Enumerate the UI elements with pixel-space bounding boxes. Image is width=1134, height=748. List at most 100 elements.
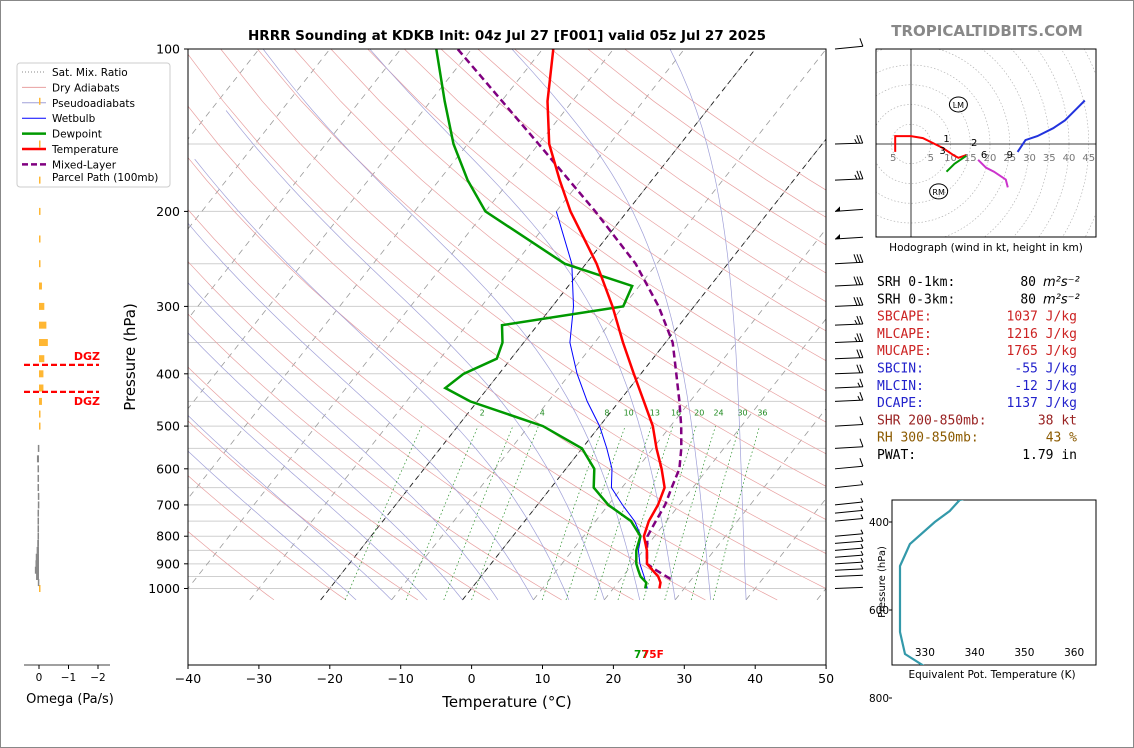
index-label: SRH 0-3km: [877, 292, 955, 307]
barb-staff [834, 574, 863, 577]
legend: Sat. Mix. Ratio Dry Adiabats Pseudoadiabat… [16, 62, 171, 188]
omega-axis-label: Omega (Pa/s) [26, 692, 114, 707]
mixing-ratio-line [344, 425, 423, 601]
isotherm-line [462, 138, 826, 601]
omega-panel: DGZ DGZ 0 −1 −2 Omega (Pa/s) [24, 97, 114, 707]
barb-staff [834, 142, 863, 145]
omega-bar [39, 282, 42, 290]
index-unit: m²s⁻² [1043, 292, 1080, 307]
isotherm-line [391, 49, 826, 601]
theta-e-panel: 330 340 350 360 400 600 800 Equivalent Pot. Tem… [869, 499, 1097, 705]
barb-staff [834, 399, 863, 402]
index-label: PWAT: [877, 448, 916, 463]
omega-bar [39, 585, 41, 592]
legend-box [16, 62, 171, 188]
barb-staff [834, 357, 863, 360]
barb-flag [856, 134, 861, 144]
dry-adiabat [188, 313, 562, 601]
hodo-trace [945, 154, 967, 173]
index-label: SBCAPE: [877, 310, 932, 325]
hodo-ring-label: 5 [928, 153, 934, 164]
wind-barb [834, 438, 864, 449]
x-tick-label: 20 [605, 671, 621, 686]
wind-barb [834, 315, 864, 326]
legend-entry: Pseudoadiabats [52, 98, 135, 110]
omega-bar [37, 509, 40, 517]
dry-adiabat [367, 49, 826, 392]
y-tick-label: 300 [156, 299, 180, 314]
isotherm-line [249, 49, 685, 601]
skewt-panel: 2 4 8 10 13 16 20 24 30 36−40 −30 −20 −10 0 10 20 30 40 50… [16, 42, 834, 711]
barb-staff [834, 178, 863, 181]
theta-x-axis-label: Equivalent Pot. Temperature (K) [908, 669, 1075, 681]
wind-barb [834, 458, 864, 470]
dry-adiabat [404, 49, 826, 362]
wind-barb [834, 254, 864, 265]
index-label: SHR 200-850mb: [877, 413, 987, 428]
dry-adiabat [188, 53, 826, 554]
barb-flag [856, 170, 861, 180]
hodo-height-label: 2 [971, 138, 977, 149]
barb-flag [859, 458, 864, 467]
legend-entry: Dewpoint [52, 129, 102, 141]
x-tick-label: −20 [317, 671, 343, 686]
dgz-label: DGZ [74, 395, 100, 408]
barb-staff [834, 323, 863, 326]
surface-temp-label: 75F [642, 649, 664, 661]
wind-barb [834, 529, 864, 537]
barb-staff [834, 533, 864, 537]
barb-staff [834, 586, 863, 589]
index-value: 80 [1020, 275, 1036, 290]
legend-entry: Wetbulb [52, 113, 96, 125]
barb-staff [834, 554, 864, 558]
moist-adiabat [188, 376, 428, 601]
x-tick-label: 40 [747, 671, 763, 686]
barb-staff [834, 304, 863, 307]
theta-x-tick-label: 360 [1064, 647, 1084, 659]
dry-adiabat [188, 157, 778, 601]
dry-adiabat [188, 105, 826, 589]
omega-bar [37, 474, 40, 482]
dgz-label: DGZ [74, 350, 100, 363]
isotherm-line [188, 49, 614, 590]
barb-half-flag [857, 382, 861, 387]
omega-bar [37, 444, 40, 452]
wind-barb [834, 564, 864, 571]
hodo-height-label: 3 [939, 146, 945, 157]
mixing-ratio-label: 20 [694, 409, 704, 418]
mixing-ratio-label: 2 [480, 409, 485, 418]
moist-adiabat [188, 332, 463, 601]
x-tick-label: −40 [175, 671, 201, 686]
moist-adiabat [369, 49, 676, 600]
y-tick-label: 600 [156, 461, 180, 476]
wind-barb [834, 506, 864, 514]
wind-barb [834, 480, 864, 489]
wind-barb [834, 276, 864, 287]
series-dewpoint [435, 49, 648, 589]
barb-half-flag [860, 480, 864, 485]
mixing-ratio-label: 16 [671, 409, 681, 418]
isotherm-line [188, 49, 473, 410]
hodo-trace [977, 159, 1009, 188]
barb-half-flag [854, 138, 858, 144]
y-tick-label: 500 [156, 419, 180, 434]
omega-bar [39, 235, 41, 243]
y-tick-label: 200 [156, 204, 180, 219]
hodo-ring-label: 20 [984, 153, 997, 164]
hodo-marker-label: RM [932, 188, 945, 197]
wind-barb [834, 378, 864, 389]
dry-adiabat [514, 49, 826, 274]
legend-entry: Dry Adiabats [52, 82, 120, 94]
hodo-ring-label: 40 [1063, 153, 1076, 164]
hodo-ring-label: 45 [1082, 153, 1095, 164]
hodo-marker-ring [948, 96, 968, 113]
barb-flag [859, 296, 864, 306]
y-tick-label: 800 [156, 529, 180, 544]
mixing-ratio-label: 8 [604, 409, 609, 418]
legend-entry: Mixed-Layer [52, 159, 117, 171]
barb-flag [853, 296, 858, 306]
barb-flag [856, 315, 861, 325]
legend-entry: Parcel Path (100mb) [52, 172, 158, 184]
omega-bar [39, 339, 48, 347]
index-value: 1765 J/kg [1007, 344, 1077, 359]
